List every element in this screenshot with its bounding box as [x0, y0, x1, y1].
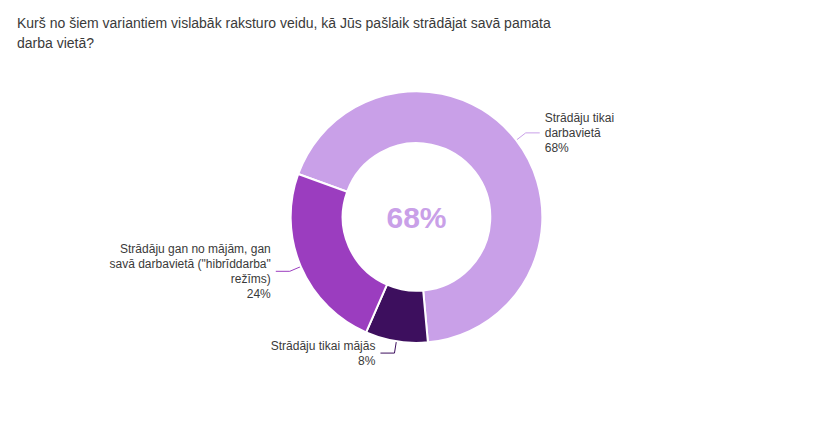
svg-text:darbavietā: darbavietā — [545, 126, 601, 140]
svg-text:8%: 8% — [358, 354, 376, 368]
svg-text:darba vietā?: darba vietā? — [17, 35, 94, 51]
svg-text:68%: 68% — [545, 141, 569, 155]
svg-text:24%: 24% — [247, 287, 271, 301]
svg-text:Kurš no šiem variantiem vislab: Kurš no šiem variantiem vislabāk rakstur… — [17, 15, 551, 31]
svg-text:Strādāju gan no mājām, gan: Strādāju gan no mājām, gan — [120, 242, 271, 256]
svg-text:savā darbavietā ("hibrīddarba": savā darbavietā ("hibrīddarba" — [110, 257, 271, 271]
svg-text:režīms): režīms) — [231, 272, 271, 286]
svg-text:68%: 68% — [386, 201, 446, 234]
svg-text:Strādāju tikai: Strādāju tikai — [545, 111, 614, 125]
svg-text:Strādāju tikai mājās: Strādāju tikai mājās — [271, 339, 376, 353]
